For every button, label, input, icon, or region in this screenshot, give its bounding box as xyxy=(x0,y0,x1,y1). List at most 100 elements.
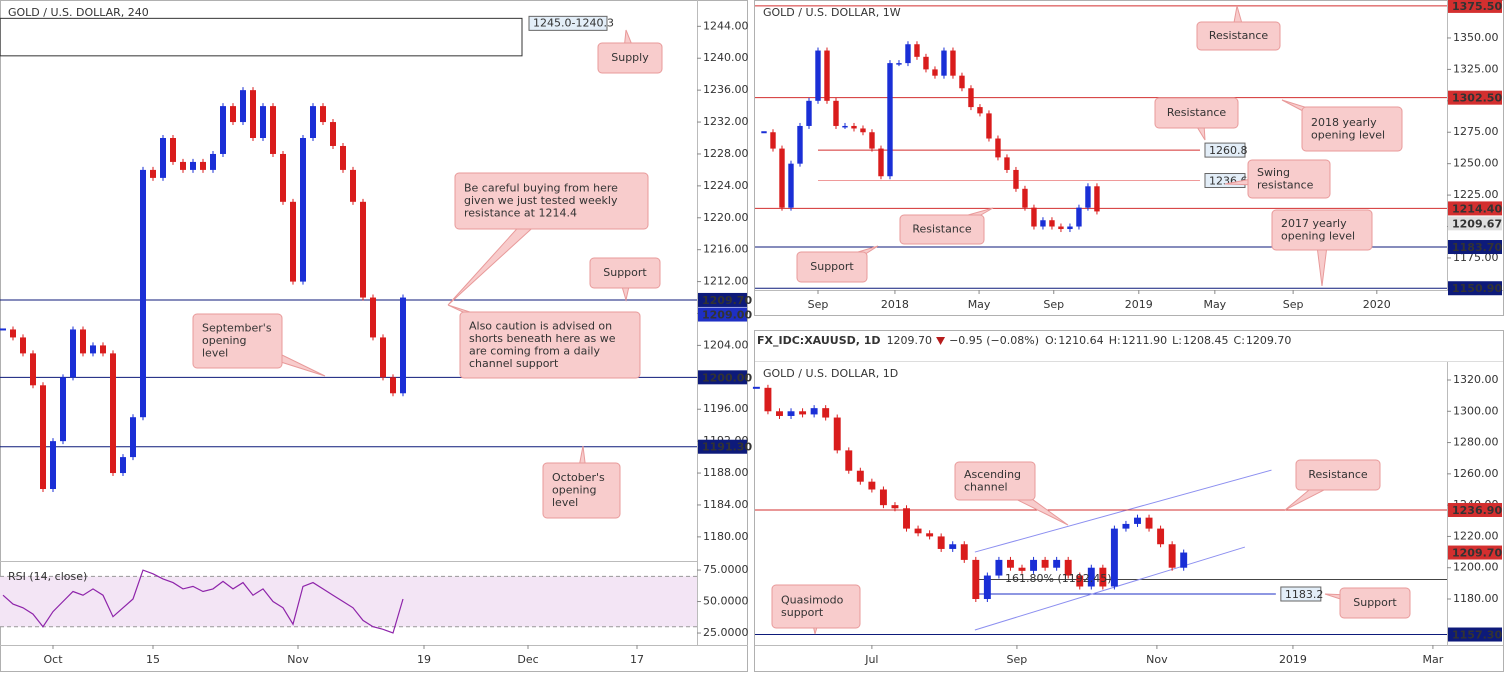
candle xyxy=(860,128,866,133)
rsi-band xyxy=(0,576,697,627)
annotation-text: Resistance xyxy=(1209,29,1269,42)
x-tick-label: May xyxy=(1203,298,1226,311)
annotation-text: Resistance xyxy=(1167,106,1227,119)
price-change: −0.95 (−0.08%) xyxy=(949,334,1039,347)
ohlc-value: 1210.64 xyxy=(1058,334,1104,347)
candle xyxy=(770,132,776,149)
candle xyxy=(330,122,336,146)
candle xyxy=(905,44,911,64)
candle xyxy=(983,575,991,600)
candle xyxy=(1168,544,1176,568)
candle xyxy=(300,138,306,282)
price-tag-label: 1209.70 xyxy=(702,294,752,307)
candle xyxy=(787,411,795,416)
candle xyxy=(10,329,16,338)
candle xyxy=(1134,517,1141,524)
y-tick-label: 1204.00 xyxy=(703,338,749,351)
annotation-fill xyxy=(456,174,647,228)
candle xyxy=(1018,567,1026,571)
annotation-fill xyxy=(599,44,661,72)
y-tick-label: 1240.00 xyxy=(703,51,749,64)
annotation-fill xyxy=(901,216,983,243)
candle xyxy=(390,377,396,394)
candle xyxy=(810,408,818,415)
annotation-text: level xyxy=(202,347,228,360)
candle xyxy=(926,533,934,537)
candle xyxy=(914,528,922,534)
y-tick-label: 1236.00 xyxy=(703,83,749,96)
candle xyxy=(1022,188,1028,208)
annotation-text: 161.80% (1192.45) xyxy=(1005,572,1112,585)
price-tag-label: 1183.70 xyxy=(1452,241,1502,254)
candle xyxy=(340,145,346,170)
candle xyxy=(879,489,887,506)
y-tick-label: 75.0000 xyxy=(703,563,749,576)
candle xyxy=(1058,226,1064,230)
price-tag-label: 1214.40 xyxy=(1452,202,1502,215)
candle xyxy=(270,106,276,154)
y-tick-label: 1325.00 xyxy=(1453,62,1499,75)
x-tick-label: May xyxy=(968,298,991,311)
channel-line xyxy=(974,469,1272,553)
price-tag xyxy=(1448,281,1502,296)
annotation-text: 2017 yearly xyxy=(1281,217,1347,230)
supply-zone xyxy=(0,17,523,57)
x-tick-label: Mar xyxy=(1423,653,1444,666)
chart-title: GOLD / U.S. DOLLAR, 240 xyxy=(8,6,149,19)
candle xyxy=(824,50,830,101)
y-tick-label: 1175.00 xyxy=(1453,251,1499,264)
channel-line xyxy=(974,546,1246,631)
candle xyxy=(130,417,136,458)
weekly-panel xyxy=(754,0,1504,316)
annotation-fill xyxy=(956,463,1034,499)
y-tick-label: 1180.00 xyxy=(1453,592,1499,605)
y-tick-label: 1350.00 xyxy=(1453,31,1499,44)
price-tag-label: 1200.00 xyxy=(702,371,752,384)
candle xyxy=(941,50,947,76)
candle xyxy=(788,163,794,208)
annotation-text: resistance at 1214.4 xyxy=(464,207,577,220)
candle xyxy=(776,411,783,416)
price-tag xyxy=(698,292,747,307)
annotation-fill xyxy=(461,313,639,377)
candle xyxy=(1110,528,1118,587)
x-tick-label: Jul xyxy=(864,653,878,666)
candle xyxy=(995,138,1001,158)
y-tick-label: 1280.00 xyxy=(1453,436,1499,449)
x-tick-label: 19 xyxy=(417,653,431,666)
annotation-fill xyxy=(773,586,859,627)
annotation-text: 2018 yearly xyxy=(1311,116,1377,129)
candle xyxy=(380,337,386,378)
candle xyxy=(160,138,166,178)
candle xyxy=(180,161,186,170)
left-panel xyxy=(0,0,748,672)
price-tag xyxy=(1448,545,1502,560)
candle xyxy=(833,417,841,451)
candle xyxy=(968,88,974,108)
price-tag-label: 1150.90 xyxy=(1452,282,1502,295)
candle xyxy=(972,559,980,600)
ohlc-label: O: xyxy=(1045,334,1057,347)
candle xyxy=(1030,559,1038,571)
ohlc-value: 1208.45 xyxy=(1183,334,1229,347)
annotation-text: resistance xyxy=(1257,178,1314,191)
annotation-fill xyxy=(1249,161,1329,197)
candle xyxy=(977,107,983,114)
candle xyxy=(761,131,767,134)
annotation-fill xyxy=(798,253,866,281)
annotation-text: Resistance xyxy=(1308,468,1368,481)
annotation-fill xyxy=(1273,211,1371,249)
candle xyxy=(30,353,36,386)
chart-title: GOLD / U.S. DOLLAR, 1W xyxy=(763,6,901,19)
x-tick-label: 2018 xyxy=(881,298,909,311)
candle xyxy=(1067,226,1073,230)
candle xyxy=(350,169,356,202)
x-tick-label: Oct xyxy=(43,653,63,666)
segment-label: 1260.8 xyxy=(1209,144,1248,157)
annotation-text: Support xyxy=(603,266,647,279)
candle xyxy=(1031,207,1037,227)
ohlc-label: L: xyxy=(1172,334,1182,347)
annotation-text: Supply xyxy=(611,51,649,64)
x-tick-label: Sep xyxy=(1043,298,1064,311)
